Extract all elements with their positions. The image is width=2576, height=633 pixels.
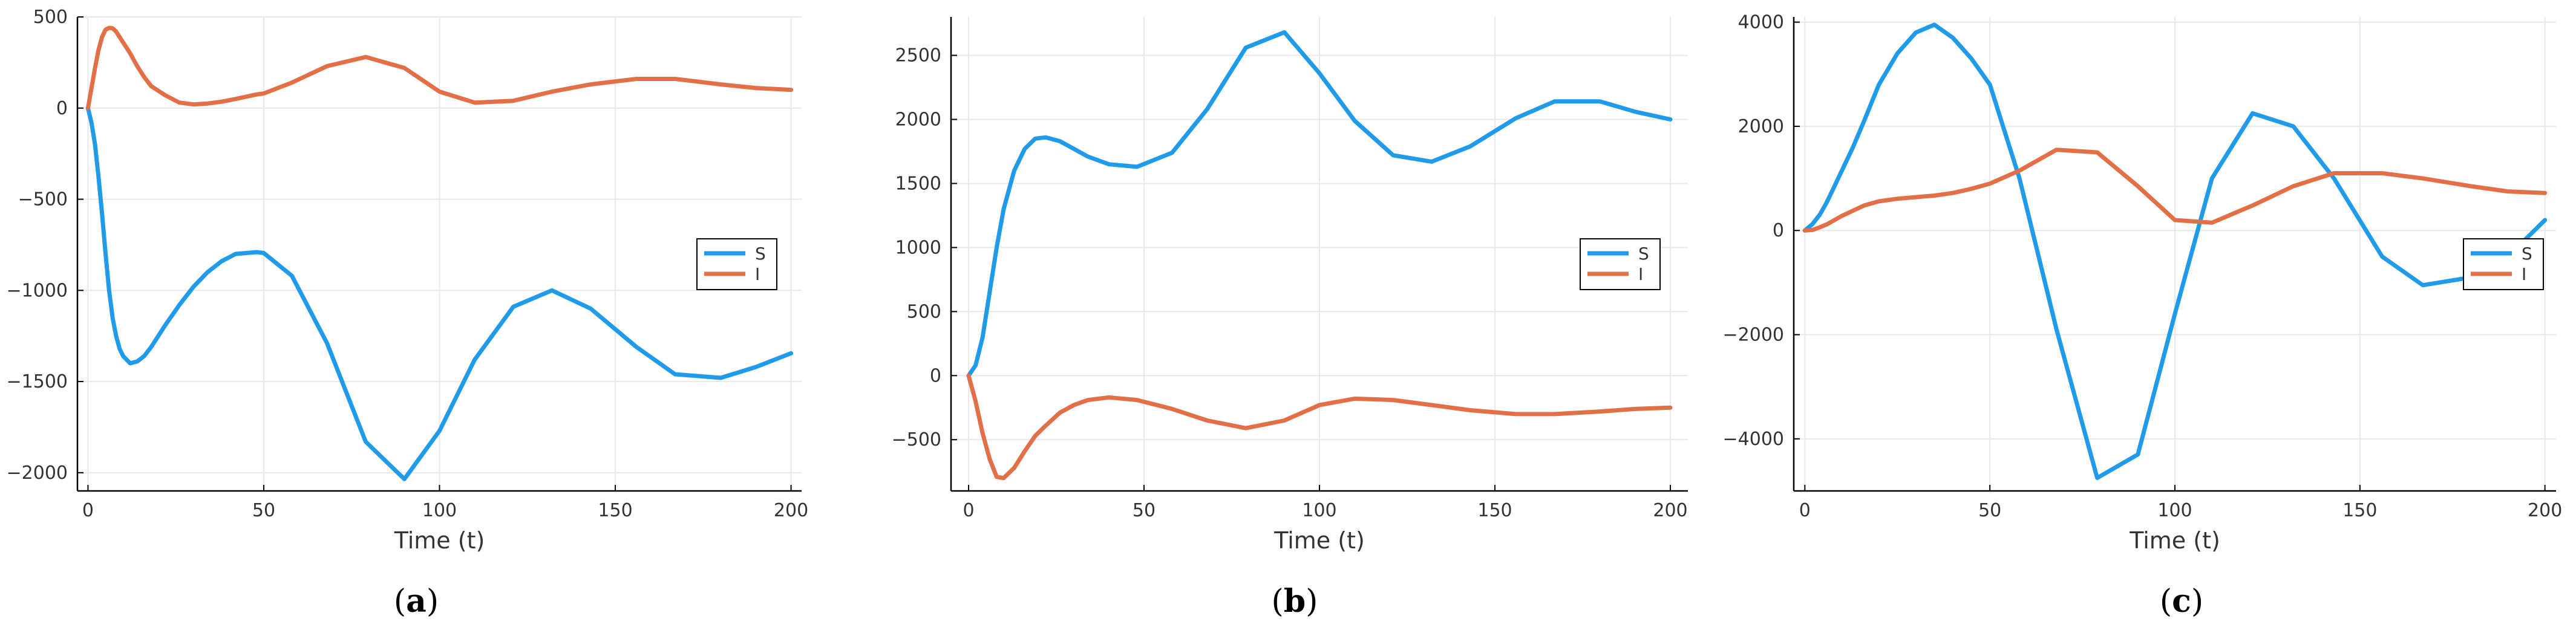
legend-box [696, 238, 777, 290]
y-tick-label: 0 [56, 98, 68, 119]
x-tick-label: 100 [422, 500, 457, 521]
y-tick-label: 4000 [1738, 12, 1784, 33]
x-tick-label: 50 [252, 500, 275, 521]
y-tick-label: −1500 [7, 371, 68, 392]
series-line-I [85, 25, 794, 111]
legend-label-S: S [1638, 244, 1649, 264]
x-axis-label: Time (t) [2129, 527, 2220, 554]
x-tick-label: 100 [2157, 500, 2192, 521]
x-tick-label: 0 [82, 500, 94, 521]
series-line-S [85, 106, 794, 481]
x-tick-label: 200 [774, 500, 808, 521]
series-line-S [1802, 22, 2548, 480]
x-axis-label: Time (t) [1273, 527, 1365, 554]
legend-label-I: I [755, 264, 760, 284]
legend: SI [2463, 238, 2544, 290]
x-tick-label: 200 [2528, 500, 2562, 521]
x-tick-label: 50 [1978, 500, 2001, 521]
x-tick-label: 200 [1653, 500, 1687, 521]
series-line-S [966, 30, 1673, 378]
legend-box [2463, 238, 2544, 290]
y-tick-label: 500 [907, 301, 941, 322]
x-tick-label: 100 [1302, 500, 1336, 521]
y-tick-label: 2000 [895, 109, 941, 131]
y-tick-label: 500 [33, 7, 68, 28]
series-line-I [966, 373, 1673, 481]
y-tick-label: 1000 [895, 237, 941, 258]
y-tick-label: −2000 [1723, 325, 1784, 346]
y-tick-label: −500 [892, 429, 941, 450]
legend-box [1580, 238, 1661, 290]
legend-label-S: S [2522, 244, 2532, 264]
panel-label: (c) [2160, 583, 2203, 620]
x-axis-label: Time (t) [394, 527, 485, 554]
y-tick-label: 2000 [1738, 116, 1784, 137]
y-tick-label: 0 [930, 365, 941, 386]
x-tick-label: 150 [598, 500, 632, 521]
y-tick-label: 1500 [895, 173, 941, 194]
chart-panel-a: 0 50 100 150 200 −2000 −1500 −1000 −500 0 500 Time … [7, 7, 809, 620]
y-tick-label: 0 [1773, 220, 1784, 241]
chart-panel-c: 0 50 100 150 200 −4000 −2000 0 2000 4000 Time (t) S… [1723, 12, 2563, 620]
y-tick-label: −1000 [7, 280, 68, 301]
legend-label-S: S [755, 244, 766, 264]
y-tick-label: −2000 [7, 463, 68, 484]
x-tick-label: 0 [1799, 500, 1811, 521]
legend: SI [696, 238, 777, 290]
y-tick-label: −4000 [1723, 429, 1784, 450]
x-tick-label: 150 [1477, 500, 1512, 521]
legend: SI [1580, 238, 1661, 290]
x-tick-label: 150 [2342, 500, 2377, 521]
series-line-I [1802, 148, 2548, 233]
legend-label-I: I [2522, 264, 2526, 284]
legend-label-I: I [1638, 264, 1643, 284]
y-tick-label: −500 [18, 189, 68, 210]
x-tick-label: 0 [963, 500, 974, 521]
panel-label: (a) [394, 583, 439, 620]
chart-panel-b: 0 50 100 150 200 −500 0 500 1000 1500 2000 2500 Time… [892, 17, 1688, 620]
y-tick-label: 2500 [895, 45, 941, 67]
panel-label: (b) [1272, 583, 1318, 620]
x-tick-label: 50 [1133, 500, 1156, 521]
